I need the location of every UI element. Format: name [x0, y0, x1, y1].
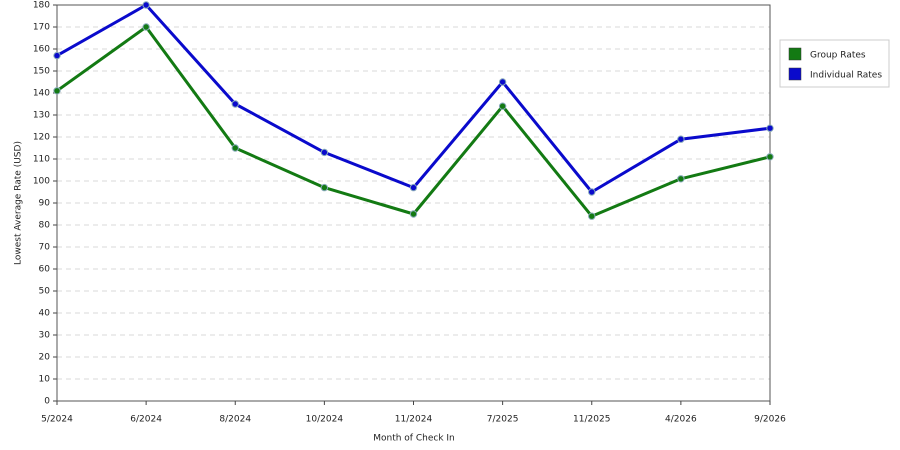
- data-point: [677, 135, 685, 143]
- data-point: [231, 144, 239, 152]
- y-tick-label: 10: [39, 375, 51, 385]
- y-tick-label: 170: [33, 23, 50, 33]
- data-point: [766, 124, 774, 132]
- y-tick-label: 140: [33, 89, 50, 99]
- data-point: [409, 183, 418, 192]
- data-point: [498, 102, 507, 110]
- data-point: [320, 183, 329, 192]
- data-point: [320, 148, 329, 157]
- data-point: [588, 188, 596, 196]
- y-axis-label: Lowest Average Rate (USD): [14, 141, 24, 265]
- x-tick-label: 4/2026: [665, 415, 697, 425]
- y-tick-label: 50: [39, 287, 51, 297]
- y-tick-label: 100: [33, 177, 50, 187]
- data-point: [677, 175, 685, 183]
- data-point: [766, 153, 774, 161]
- legend-swatch: [788, 47, 802, 61]
- x-tick-label: 11/2024: [395, 415, 433, 425]
- y-tick-label: 160: [33, 45, 50, 55]
- legend-label: Group Rates: [810, 51, 866, 61]
- x-tick-label: 7/2025: [487, 415, 519, 425]
- y-tick-label: 110: [33, 155, 50, 165]
- data-point: [498, 78, 507, 86]
- legend: Group Rates Individual Rates: [779, 39, 890, 88]
- y-tick-label: 30: [39, 331, 51, 341]
- y-tick-label: 60: [39, 265, 51, 275]
- y-tick-label: 150: [33, 67, 50, 77]
- x-tick-label: 6/2024: [130, 415, 162, 425]
- y-tick-label: 20: [39, 353, 51, 363]
- x-tick-label: 10/2024: [306, 415, 344, 425]
- data-point: [142, 1, 150, 9]
- data-point: [409, 210, 418, 218]
- legend-swatch: [788, 67, 802, 81]
- y-tick-label: 180: [33, 1, 50, 11]
- y-tick-label: 80: [39, 221, 51, 231]
- legend-label: Individual Rates: [810, 71, 882, 81]
- y-tick-label: 130: [33, 111, 50, 121]
- y-tick-label: 120: [33, 133, 50, 143]
- y-tick-label: 70: [39, 243, 51, 253]
- y-tick-label: 90: [39, 199, 51, 209]
- y-tick-label: 40: [39, 309, 51, 319]
- y-tick-label: 0: [44, 397, 50, 407]
- x-tick-label: 9/2026: [754, 415, 786, 425]
- data-point: [142, 23, 150, 31]
- x-tick-label: 11/2025: [573, 415, 610, 425]
- data-point: [588, 212, 596, 220]
- series-line: [56, 3, 771, 194]
- data-point: [53, 51, 61, 60]
- x-axis-label: Month of Check In: [373, 434, 455, 444]
- x-tick-label: 8/2024: [219, 415, 251, 425]
- data-point: [231, 100, 239, 108]
- data-point: [53, 87, 61, 95]
- x-tick-label: 5/2024: [41, 415, 73, 425]
